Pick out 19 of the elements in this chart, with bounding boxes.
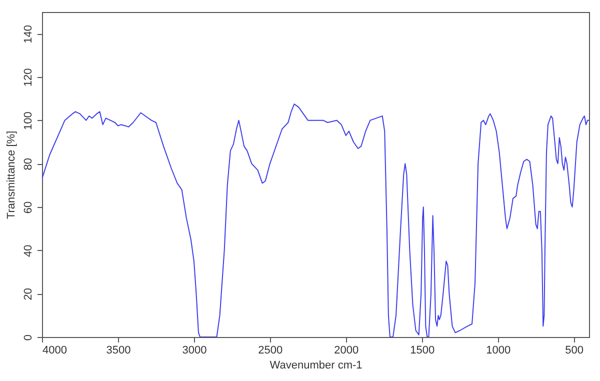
y-axis-title: Transmittance [%] — [6, 130, 18, 220]
x-tick-label: 2500 — [258, 344, 283, 356]
y-tick-label: 100 — [22, 112, 34, 130]
x-tick-label: 3500 — [106, 344, 131, 356]
x-axis-title: Wavenumber cm-1 — [270, 360, 362, 372]
x-tick-label: 500 — [565, 344, 584, 356]
x-tick-label: 1500 — [410, 344, 435, 356]
x-tick-label: 1000 — [486, 344, 511, 356]
y-tick-label: 60 — [22, 201, 34, 214]
y-tick-label: 80 — [22, 158, 34, 170]
x-tick-label: 2000 — [334, 344, 359, 356]
y-tick-label: 140 — [22, 24, 34, 44]
y-tick-label: 120 — [22, 68, 34, 87]
x-tick-label: 3000 — [182, 344, 207, 356]
y-tick-label: 0 — [22, 334, 34, 341]
x-tick-label: 4000 — [42, 344, 67, 356]
line-series — [42, 104, 589, 337]
y-tick-label: 20 — [22, 288, 34, 300]
y-tick-label: 40 — [22, 244, 34, 257]
